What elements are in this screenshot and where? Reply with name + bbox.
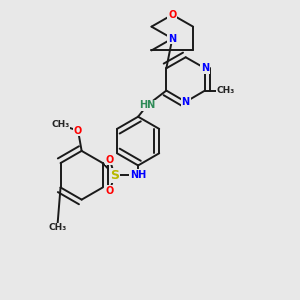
Text: N: N xyxy=(182,97,190,107)
Text: N: N xyxy=(201,63,209,73)
Text: O: O xyxy=(168,10,176,20)
Text: S: S xyxy=(110,169,119,182)
Text: O: O xyxy=(106,186,114,196)
Text: CH₃: CH₃ xyxy=(217,86,235,95)
Text: CH₃: CH₃ xyxy=(51,120,69,129)
Text: NH: NH xyxy=(130,170,146,180)
Text: N: N xyxy=(168,34,176,44)
Text: O: O xyxy=(74,126,82,136)
Text: HN: HN xyxy=(139,100,155,110)
Text: CH₃: CH₃ xyxy=(48,224,66,232)
Text: O: O xyxy=(106,154,114,164)
